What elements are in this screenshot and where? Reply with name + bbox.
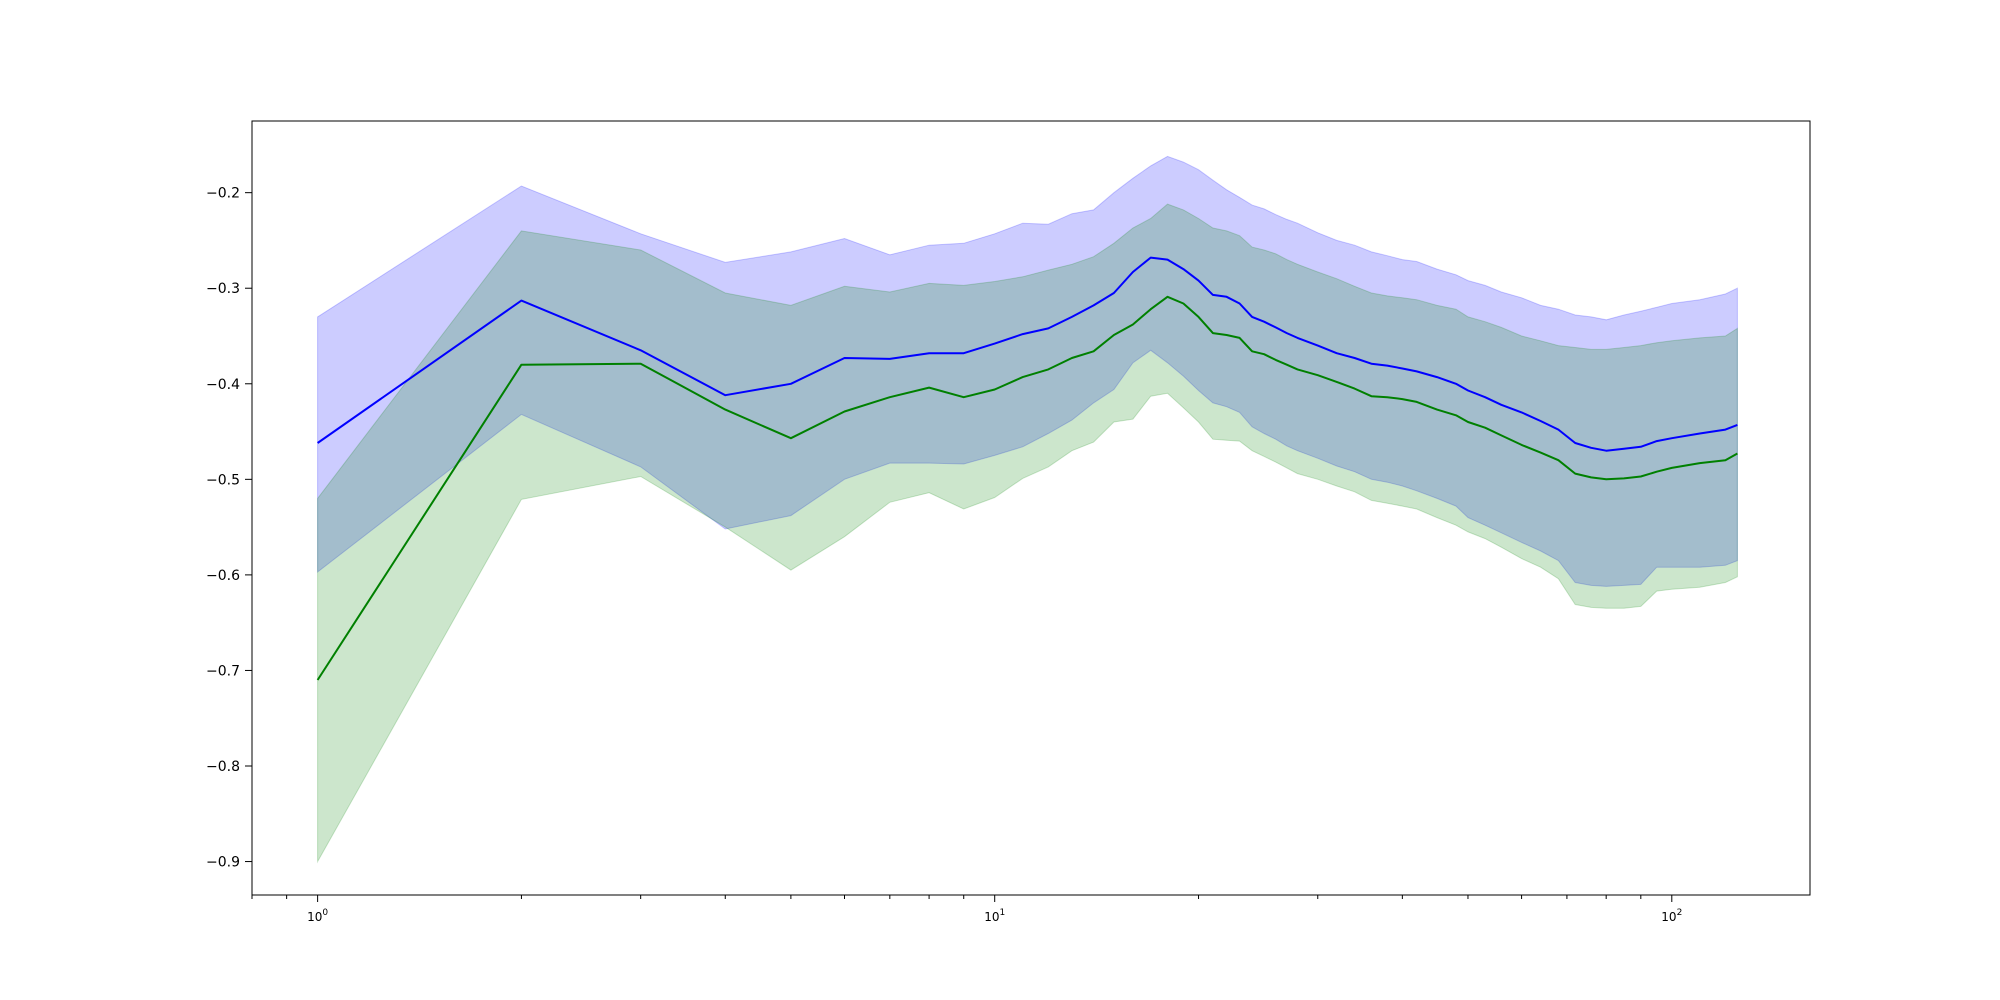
series-1-line	[316, 295, 1738, 681]
series-1-band	[317, 203, 1738, 864]
x-axis: 100 101 102	[251, 895, 1682, 924]
confidence-bands	[317, 155, 1738, 864]
x-tick-label-0: 100	[307, 908, 328, 924]
plot-frame	[251, 120, 1811, 896]
x-tick-label-1: 101	[984, 908, 1005, 924]
series-0-line	[317, 256, 1738, 452]
x-tick-label-2: 102	[1661, 908, 1682, 924]
y-tick-label-3: −0.5	[206, 472, 240, 488]
y-tick-label-1: −0.3	[206, 281, 240, 297]
y-tick-label-7: −0.9	[206, 855, 240, 871]
series-0-band	[317, 155, 1738, 587]
y-axis: −0.2 −0.3 −0.4 −0.5 −0.6 −0.7 −0.8 −0.9	[206, 186, 252, 871]
y-tick-label-6: −0.8	[206, 759, 240, 775]
y-tick-label-4: −0.6	[206, 568, 240, 584]
y-tick-label-0: −0.2	[206, 186, 240, 202]
y-tick-label-5: −0.7	[206, 663, 240, 679]
series-lines	[316, 256, 1738, 681]
y-tick-label-2: −0.4	[206, 377, 240, 393]
